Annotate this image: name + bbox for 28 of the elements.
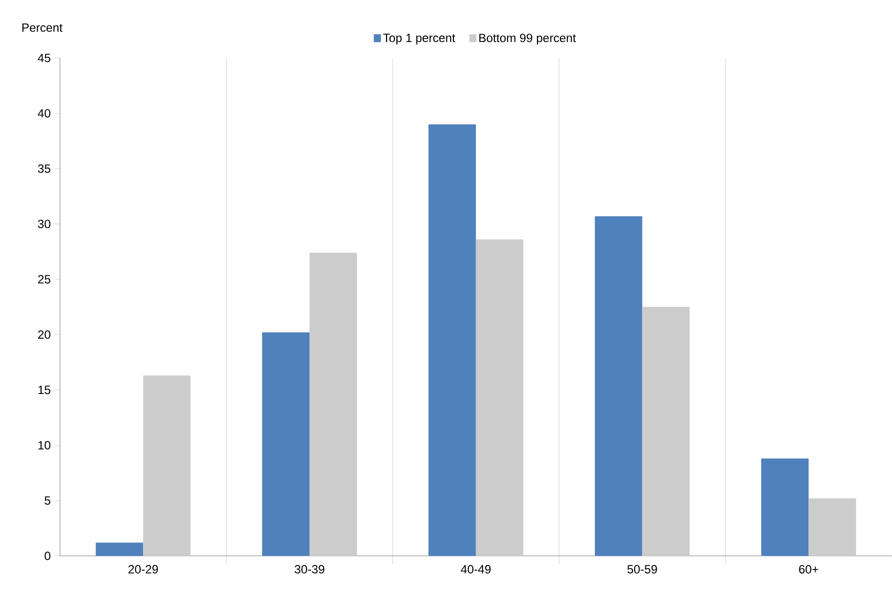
bar [143, 376, 191, 556]
y-tick-label: 25 [38, 275, 50, 284]
x-tick-label: 50-59 [627, 565, 657, 574]
y-tick-label: 0 [44, 552, 50, 560]
bar [476, 240, 524, 556]
y-tick-label: 15 [38, 386, 50, 394]
legend-label: Top 1 percent [383, 34, 456, 45]
y-tick-label: 20 [38, 330, 50, 339]
bar [310, 252, 357, 556]
bar [642, 306, 690, 556]
y-tick-label: 35 [38, 164, 50, 173]
y-tick-label: 5 [44, 496, 50, 505]
legend-label: Bottom 99 percent [479, 34, 576, 45]
x-tick-label: 40-49 [460, 565, 491, 574]
bar [808, 498, 856, 556]
x-tick-label: 30-39 [294, 565, 324, 574]
bar [262, 332, 310, 556]
bar [96, 542, 144, 556]
y-tick-label: 45 [38, 54, 50, 62]
y-tick-label: 40 [38, 109, 50, 118]
y-tick-label: 10 [38, 441, 50, 450]
y-axis-title: Percent [22, 24, 63, 32]
x-tick-label: 20-29 [128, 565, 158, 574]
x-tick-label: 60+ [799, 565, 818, 574]
bar [428, 124, 476, 556]
bar [761, 458, 809, 556]
bar [594, 216, 642, 556]
y-tick-label: 30 [38, 220, 50, 228]
